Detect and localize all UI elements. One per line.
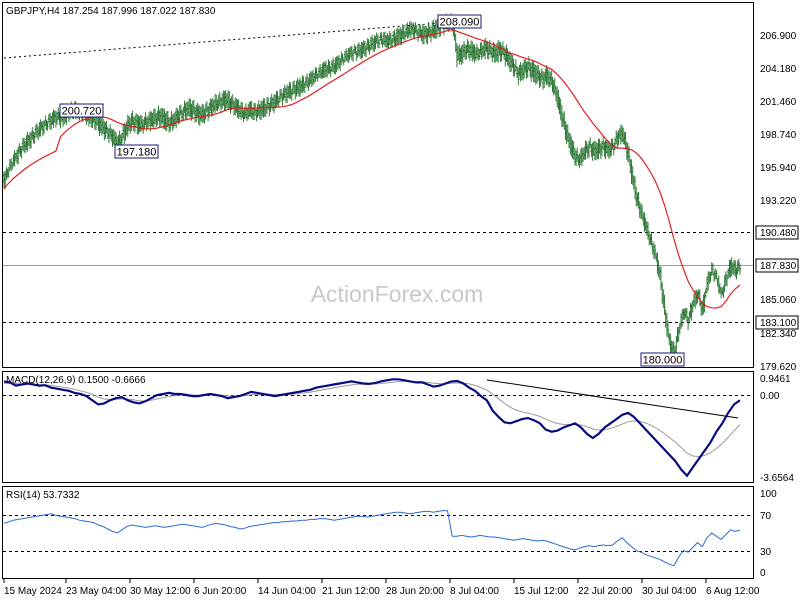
price-bar (351, 50, 355, 62)
annotation-label: 180.000 (643, 355, 683, 367)
price-bar (517, 67, 520, 86)
x-tick: 8 Jul 04:00 (450, 586, 499, 597)
watermark: ActionForex.com (311, 281, 484, 307)
y-tick: 201.460 (760, 97, 797, 108)
rsi-line (3, 510, 741, 567)
price-bar (354, 46, 357, 55)
y-tick: -3.6564 (760, 473, 794, 484)
annotation-180000: 180.000 (640, 352, 685, 367)
price-bar (33, 132, 36, 144)
annotation-208090: 208.090 (437, 14, 482, 29)
price-bar (738, 264, 742, 275)
price-bar (341, 53, 344, 62)
level-label-box (755, 315, 799, 330)
price-bar (377, 39, 381, 49)
price-bar (711, 263, 715, 276)
x-tick: 22 Jul 20:00 (578, 586, 633, 597)
y-tick: 206.900 (760, 31, 797, 42)
y-tick: 193.220 (760, 196, 797, 207)
price-bar (737, 258, 740, 272)
price-bar (146, 115, 150, 130)
x-tick: 15 Jul 12:00 (514, 586, 569, 597)
rsi-title: RSI(14) 53.7332 (6, 490, 80, 501)
rsi-y-axis: 100 70 30 0 (760, 489, 777, 579)
price-y-axis: 206.900 204.180 201.460 198.740 195.940 … (755, 31, 799, 373)
price-bar (357, 42, 361, 57)
y-tick-level: 183.100 (760, 318, 797, 329)
price-bar (393, 29, 396, 46)
y-tick: 204.180 (760, 64, 797, 75)
symbol-header: GBPJPY,H4 187.254 187.996 187.022 187.83… (6, 6, 216, 17)
price-bar (715, 269, 718, 280)
annotation-label: 200.720 (62, 106, 102, 118)
price-panel-frame (2, 2, 754, 368)
price-bar (685, 308, 689, 322)
annotation-197180: 197.180 (114, 144, 159, 159)
y-tick: 0 (760, 568, 766, 579)
x-tick: 28 Jun 20:00 (386, 586, 444, 597)
y-tick: 0.00 (760, 391, 780, 402)
annotation-label: 208.090 (440, 17, 480, 29)
price-bar (650, 233, 653, 246)
price-bar (543, 72, 546, 88)
current-price-label-box (755, 258, 799, 273)
price-bar (406, 22, 409, 39)
price-bar (46, 121, 49, 131)
y-tick: 182.340 (760, 329, 797, 340)
y-tick-level: 190.480 (760, 228, 797, 239)
macd-panel-frame (2, 371, 754, 483)
price-bar (344, 48, 348, 61)
price-bar (316, 73, 319, 82)
macd-line (3, 378, 741, 478)
price-bar (303, 82, 306, 93)
price-bar (640, 204, 644, 220)
x-tick: 6 Jun 20:00 (194, 586, 247, 597)
x-tick: 30 Jul 04:00 (642, 586, 697, 597)
x-tick: 21 Jun 12:00 (322, 586, 380, 597)
price-bar (7, 166, 10, 178)
macd-y-axis: 0.9461 0.00 -3.6564 (760, 374, 794, 484)
y-tick: 100 (760, 489, 777, 500)
annotation-200720: 200.720 (59, 103, 104, 118)
price-bar (231, 94, 234, 109)
y-tick: 198.740 (760, 130, 797, 141)
price-bar (637, 191, 640, 209)
y-tick: 30 (760, 547, 772, 558)
x-axis: 15 May 2024 23 May 04:00 30 May 12:00 6 … (3, 579, 760, 597)
price-bar (578, 153, 581, 169)
price-bar (663, 294, 666, 315)
x-tick: 23 May 04:00 (66, 586, 127, 597)
sma-line (3, 28, 741, 309)
price-trendline (3, 19, 479, 59)
macd-title: MACD(12,26,9) 0.1500 -0.6666 (6, 375, 146, 386)
y-tick: 179.620 (760, 362, 797, 373)
price-bar (182, 106, 185, 121)
y-tick: 195.940 (760, 163, 797, 174)
price-bar (331, 57, 335, 73)
price-bar (478, 49, 481, 60)
x-tick: 6 Aug 12:00 (706, 586, 760, 597)
y-tick: 0.9461 (760, 374, 791, 385)
y-tick: 70 (760, 511, 772, 522)
price-bar (666, 320, 670, 338)
rsi-panel-frame (2, 486, 754, 579)
y-tick: 185.060 (760, 295, 797, 306)
price-bar (280, 88, 283, 99)
price-bar (293, 80, 296, 94)
price-bar (318, 64, 322, 79)
price-bar (617, 130, 620, 145)
macd-trendline (486, 379, 739, 419)
price-bar (539, 72, 542, 87)
x-tick: 15 May 2024 (4, 586, 62, 597)
x-tick: 14 Jun 04:00 (258, 586, 316, 597)
annotation-label: 197.180 (117, 147, 157, 159)
x-tick: 30 May 12:00 (130, 586, 191, 597)
level-label-box (755, 225, 799, 240)
price-bar (367, 39, 370, 52)
y-tick-current: 187.830 (760, 261, 797, 272)
price-bar (653, 244, 657, 258)
